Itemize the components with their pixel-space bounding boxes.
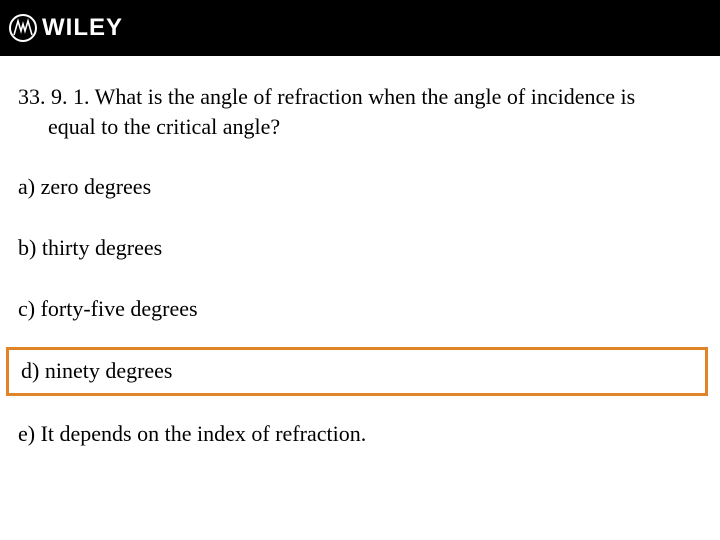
option-c[interactable]: c) forty-five degrees (18, 289, 702, 330)
brand-text: WILEY (42, 14, 123, 42)
wiley-icon (8, 13, 38, 43)
option-b[interactable]: b) thirty degrees (18, 228, 702, 269)
option-d[interactable]: d) ninety degrees (6, 347, 708, 396)
content-area: 33. 9. 1. What is the angle of refractio… (0, 56, 720, 474)
question-line1: 33. 9. 1. What is the angle of refractio… (18, 84, 635, 109)
question-text: 33. 9. 1. What is the angle of refractio… (18, 82, 702, 141)
brand-logo: WILEY (8, 13, 123, 43)
header-bar: WILEY (0, 0, 720, 56)
option-e[interactable]: e) It depends on the index of refraction… (18, 414, 702, 455)
question-line2: equal to the critical angle? (18, 112, 702, 142)
options-list: a) zero degrees b) thirty degrees c) for… (18, 167, 702, 474)
option-a[interactable]: a) zero degrees (18, 167, 702, 208)
